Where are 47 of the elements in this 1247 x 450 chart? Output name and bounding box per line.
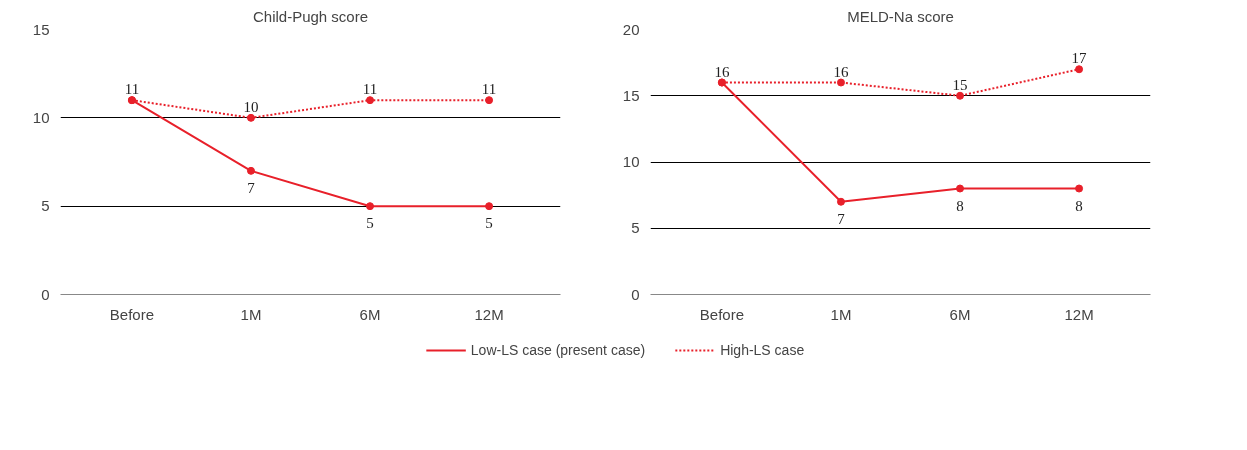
y-tick-label: 5	[631, 219, 640, 237]
point	[956, 91, 965, 100]
y-tick-label: 15	[32, 20, 50, 38]
point	[836, 197, 845, 206]
x-tick-label: 6M	[359, 305, 381, 323]
data-label: 5	[485, 215, 493, 232]
data-label: 16	[833, 63, 849, 80]
y-tick-label: 10	[32, 108, 50, 126]
x-tick-label: 12M	[1064, 305, 1094, 323]
data-label: 17	[1071, 50, 1088, 67]
y-tick-label: 0	[41, 285, 50, 303]
x-tick-label: Before	[699, 305, 745, 323]
data-label: 16	[714, 63, 730, 80]
x-tick-label: 1M	[830, 305, 852, 323]
legend-label: High-LS case	[720, 342, 805, 358]
point	[956, 184, 965, 193]
y-tick-label: 5	[41, 197, 50, 215]
point	[366, 202, 375, 211]
data-label: 11	[362, 81, 378, 98]
data-label: 8	[956, 197, 964, 214]
y-tick-label: 15	[622, 86, 640, 104]
data-label: 11	[124, 81, 140, 98]
point	[366, 96, 375, 105]
chart-title: MELD-Na score	[847, 7, 954, 25]
x-tick-label: 6M	[949, 305, 971, 323]
x-tick-label: Before	[109, 305, 155, 323]
point	[246, 166, 255, 175]
data-label: 11	[481, 81, 497, 98]
point	[1075, 65, 1084, 74]
x-tick-label: 12M	[474, 305, 504, 323]
chart-title: Child-Pugh score	[252, 7, 369, 25]
point	[485, 96, 494, 105]
point	[1075, 184, 1084, 193]
x-tick-label: 1M	[240, 305, 262, 323]
data-label: 7	[837, 210, 846, 227]
data-label: 8	[1075, 197, 1083, 214]
point	[246, 113, 255, 122]
data-label: 10	[243, 98, 259, 115]
y-tick-label: 0	[631, 285, 640, 303]
point	[836, 78, 845, 87]
data-label: 7	[247, 179, 256, 196]
legend-label: Low-LS case (present case)	[470, 342, 646, 358]
y-tick-label: 10	[622, 153, 640, 170]
data-label: 5	[366, 215, 374, 232]
point	[485, 202, 494, 211]
y-tick-label: 20	[622, 20, 640, 38]
data-label: 15	[952, 76, 968, 93]
